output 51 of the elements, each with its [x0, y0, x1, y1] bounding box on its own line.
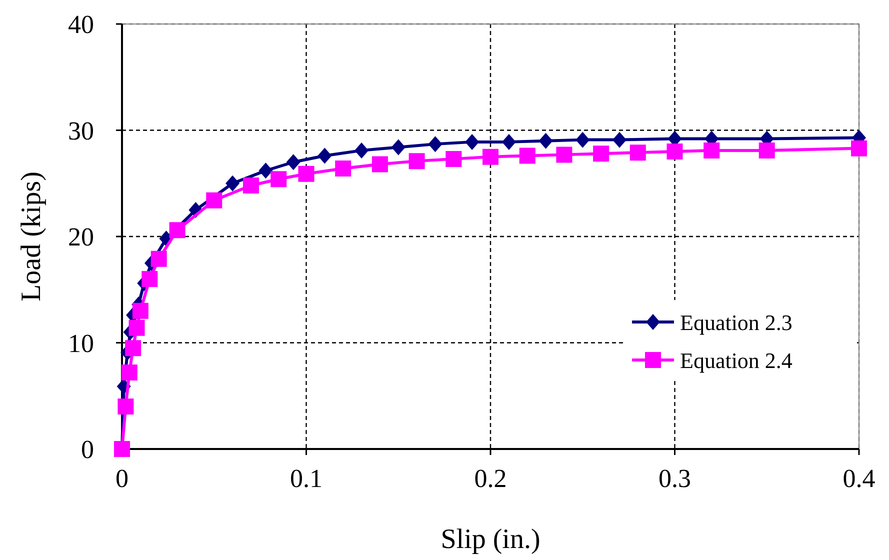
point [242, 178, 259, 194]
legend-label: Equation 2.4 [680, 348, 792, 373]
x-tick-label: 0.3 [658, 464, 691, 493]
x-tick-label: 0.2 [474, 464, 507, 493]
point [335, 160, 352, 176]
point [556, 146, 572, 163]
y-tick-label: 10 [68, 328, 94, 358]
point [354, 142, 369, 158]
y-tick-label: 30 [68, 116, 94, 146]
point [538, 132, 553, 149]
x-axis-title: Slip (in.) [440, 524, 540, 555]
point [118, 398, 134, 414]
point [704, 142, 720, 158]
x-tick-label: 0.1 [290, 464, 322, 493]
point [286, 154, 300, 170]
point [169, 222, 186, 238]
point [666, 144, 683, 160]
point [593, 146, 610, 162]
point [226, 175, 240, 192]
point [758, 142, 775, 158]
point [142, 271, 158, 287]
point [576, 132, 590, 148]
y-tick-label: 40 [68, 10, 94, 39]
point [298, 166, 314, 182]
point [630, 144, 646, 161]
point [318, 148, 332, 164]
point [408, 153, 425, 170]
point [502, 134, 516, 150]
point [372, 156, 388, 172]
point [519, 148, 536, 164]
point [132, 302, 148, 319]
point [446, 150, 462, 167]
point [270, 171, 287, 188]
point [125, 340, 142, 356]
point [206, 192, 222, 208]
point [150, 250, 167, 267]
point [465, 134, 480, 150]
point [128, 320, 145, 336]
point [851, 140, 867, 156]
point [121, 364, 138, 380]
point [428, 136, 442, 152]
point [612, 132, 626, 148]
y-axis-title: Load (kips) [16, 172, 47, 302]
point [258, 162, 273, 179]
legend-label: Equation 2.3 [680, 310, 792, 335]
point [391, 139, 406, 156]
x-tick-label: 0 [116, 464, 128, 493]
x-tick-label: 0.4 [842, 464, 876, 493]
point [482, 148, 498, 165]
y-tick-label: 20 [68, 222, 94, 252]
y-tick-label: 0 [81, 435, 94, 464]
